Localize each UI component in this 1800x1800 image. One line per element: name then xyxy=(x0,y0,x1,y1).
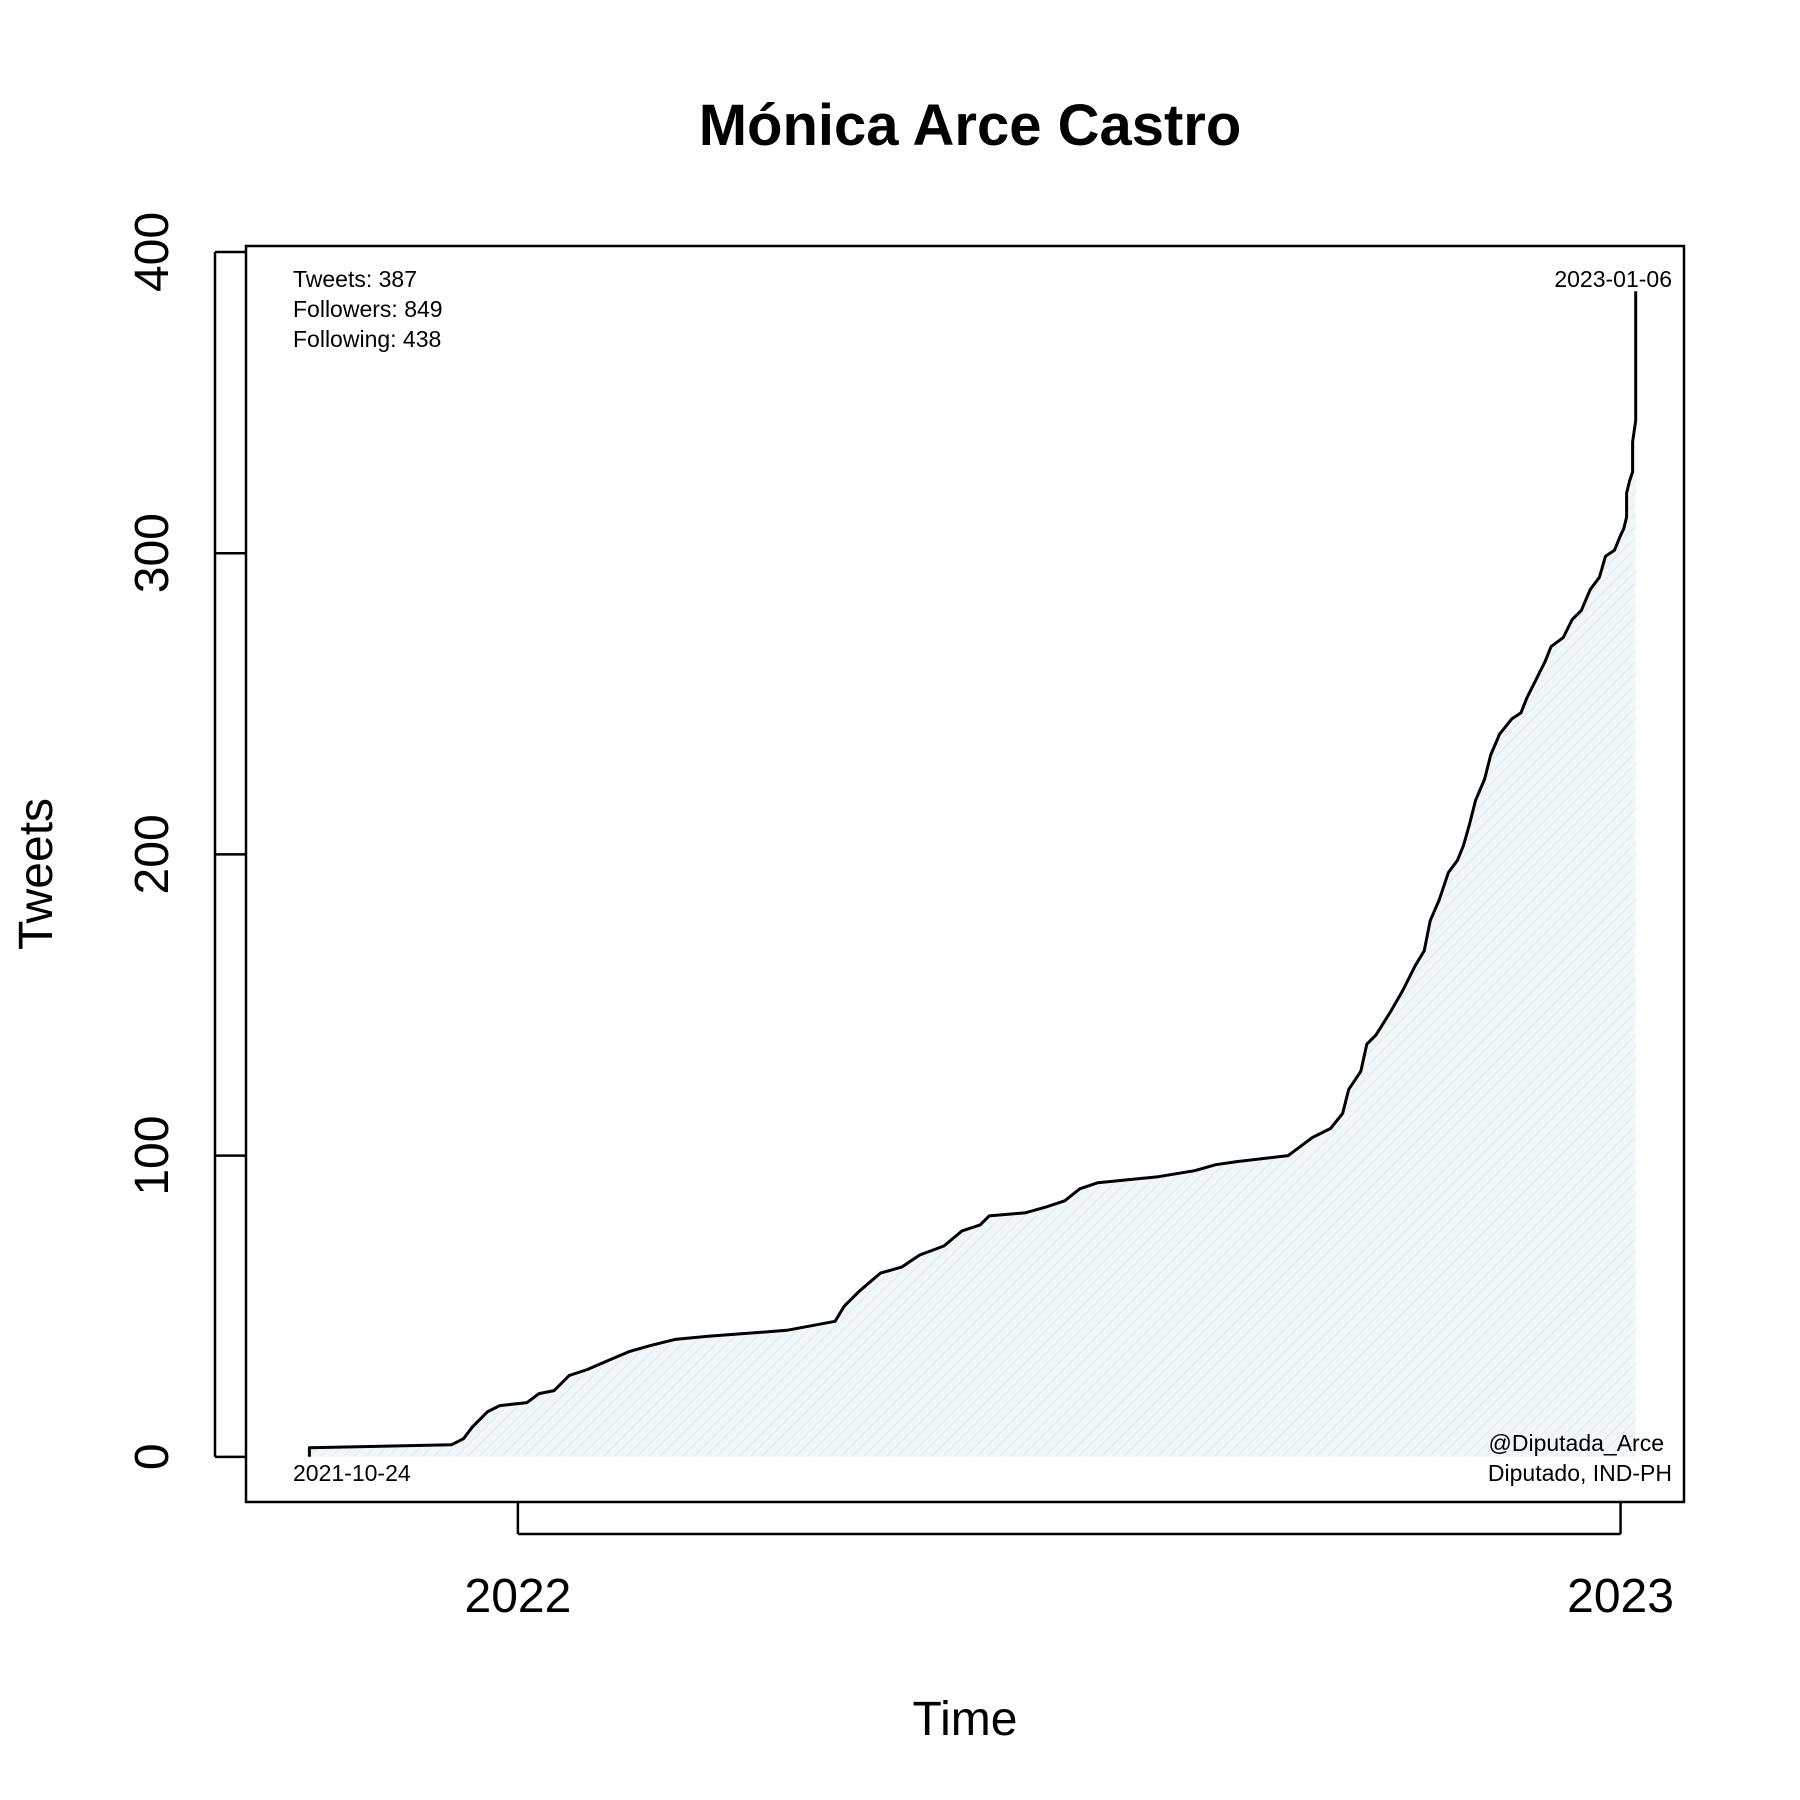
stat-following: Following: 438 xyxy=(293,326,441,352)
stat-followers: Followers: 849 xyxy=(293,296,443,322)
plot-frame xyxy=(244,244,1686,1504)
start-date-label: 2021-10-24 xyxy=(293,1460,411,1486)
tweets-line xyxy=(307,291,1638,1457)
x-axis-title: Time xyxy=(913,1693,1018,1746)
chart-title: Mónica Arce Castro xyxy=(699,93,1242,158)
x-tick-label: 2023 xyxy=(1567,1570,1674,1623)
y-axis-title: Tweets xyxy=(10,798,63,950)
y-axis: 0 100 200 300 400 xyxy=(126,212,246,1470)
account-handle: @Diputada_Arce xyxy=(1489,1430,1665,1456)
y-tick-label: 100 xyxy=(126,1116,179,1196)
end-date-label: 2023-01-06 xyxy=(1554,266,1672,292)
area-fill xyxy=(309,291,1636,1457)
stat-tweets: Tweets: 387 xyxy=(293,266,417,292)
x-tick-label: 2022 xyxy=(465,1570,572,1623)
stats-annotation: Tweets: 387 Followers: 849 Following: 43… xyxy=(293,266,443,352)
y-tick-label: 0 xyxy=(126,1443,179,1470)
y-tick-label: 200 xyxy=(126,814,179,894)
tweets-area xyxy=(309,291,1636,1457)
x-axis: 2022 2023 xyxy=(465,1502,1674,1623)
y-tick-label: 400 xyxy=(126,212,179,292)
y-tick-label: 300 xyxy=(126,513,179,593)
series-line xyxy=(307,291,1638,1457)
account-role: Diputado, IND-PH xyxy=(1488,1460,1672,1486)
